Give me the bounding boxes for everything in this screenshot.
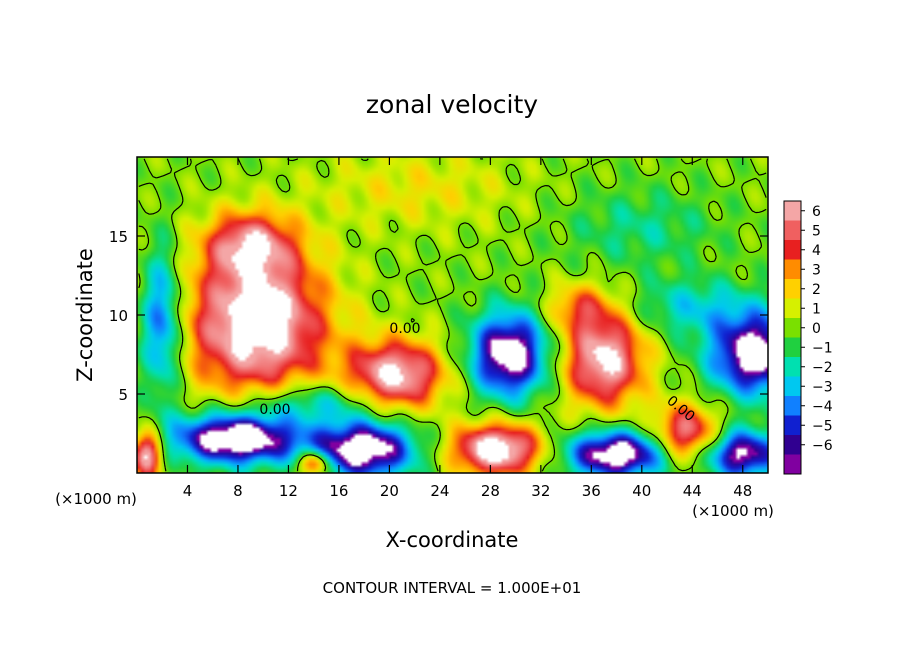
colorbar-swatch — [784, 454, 801, 475]
x-tick-label: 16 — [329, 482, 348, 500]
colorbar-label: −6 — [812, 438, 833, 454]
y-axis-ticks: 5 10 15 — [109, 228, 768, 404]
colorbar-label: 0 — [812, 321, 821, 337]
contour-label-2: 0.00 — [259, 402, 290, 418]
x-tick-label: 20 — [380, 482, 399, 500]
colorbar-swatch — [784, 357, 801, 377]
colorbar-swatch — [784, 415, 801, 436]
colorbar-swatch — [784, 435, 801, 455]
colorbar-swatch — [784, 337, 801, 358]
colorbar-swatch — [784, 298, 801, 319]
colorbar-swatch — [784, 259, 801, 280]
x-tick-label: 32 — [531, 482, 550, 500]
x-unit-note: (×1000 m) — [692, 502, 774, 520]
colorbar-swatch — [784, 201, 801, 221]
contour-interval-note: CONTOUR INTERVAL = 1.000E+01 — [323, 579, 582, 597]
colorbar-swatch — [784, 240, 801, 260]
colorbar-label: 1 — [812, 301, 821, 317]
colorbar-swatch — [784, 279, 801, 299]
x-tick-label: 40 — [632, 482, 651, 500]
colorbar-label: 3 — [812, 262, 821, 278]
colorbar-label: 4 — [812, 243, 821, 259]
colorbar-frame — [783, 200, 802, 475]
x-tick-label: 36 — [582, 482, 601, 500]
colorbar-swatch — [784, 220, 801, 241]
x-tick-label: 12 — [279, 482, 298, 500]
colorbar-swatch — [784, 318, 801, 338]
x-axis-ticks: 4 8 12 16 20 24 28 32 36 40 44 48 — [183, 157, 752, 500]
colorbar-label: −5 — [812, 418, 833, 434]
contour-zero — [138, 158, 767, 472]
x-tick-label: 4 — [183, 482, 193, 500]
y-tick-label: 10 — [109, 307, 128, 325]
x-tick-label: 48 — [733, 482, 752, 500]
plot-area — [137, 157, 768, 473]
x-tick-label: 8 — [233, 482, 243, 500]
colorbar-label: 6 — [812, 204, 821, 220]
x-tick-label: 28 — [481, 482, 500, 500]
colorbar-label: −1 — [812, 340, 833, 356]
colorbar: 6 5 4 3 2 1 0 −1 −2 −3 −4 −5 −6 — [783, 200, 833, 475]
x-tick-label: 24 — [430, 482, 449, 500]
colorbar-swatch — [784, 396, 801, 416]
colorbar-label: −3 — [812, 379, 833, 395]
contour-label-1: 0.00 — [389, 321, 420, 337]
colorbar-label: 2 — [812, 282, 821, 298]
y-tick-label: 5 — [118, 386, 128, 404]
contour-lines — [138, 158, 767, 472]
x-tick-label: 44 — [683, 482, 702, 500]
y-axis-label: Z-coordinate — [73, 248, 97, 382]
y-unit-note: (×1000 m) — [55, 490, 137, 508]
velocity-field-heatmap — [137, 157, 768, 473]
colorbar-label: −4 — [812, 399, 833, 415]
colorbar-label: −2 — [812, 360, 833, 376]
colorbar-label: 5 — [812, 223, 821, 239]
y-tick-label: 15 — [109, 228, 128, 246]
chart-title: zonal velocity — [366, 90, 538, 119]
colorbar-swatch — [784, 376, 801, 397]
x-axis-label: X-coordinate — [386, 528, 519, 552]
